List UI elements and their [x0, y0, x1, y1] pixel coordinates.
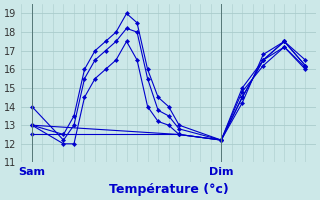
X-axis label: Température (°c): Température (°c)	[109, 183, 228, 196]
